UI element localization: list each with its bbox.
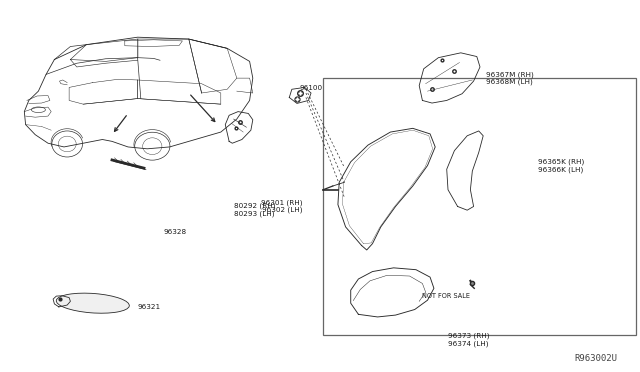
- Text: 96365K (RH)
96366K (LH): 96365K (RH) 96366K (LH): [538, 158, 584, 173]
- Text: R963002U: R963002U: [575, 354, 618, 363]
- Bar: [323, 78, 636, 335]
- Text: NOT FOR SALE: NOT FOR SALE: [422, 293, 470, 299]
- Text: 96301 (RH)
96302 (LH): 96301 (RH) 96302 (LH): [260, 199, 302, 213]
- Text: 96100: 96100: [300, 85, 323, 91]
- Text: 96367M (RH)
96368M (LH): 96367M (RH) 96368M (LH): [486, 71, 534, 85]
- Text: 96321: 96321: [138, 304, 161, 310]
- Text: 96328: 96328: [163, 230, 186, 235]
- Text: 80292 (RH)
80293 (LH): 80292 (RH) 80293 (LH): [234, 203, 275, 217]
- Text: 96373 (RH)
96374 (LH): 96373 (RH) 96374 (LH): [448, 333, 490, 347]
- Ellipse shape: [56, 293, 129, 313]
